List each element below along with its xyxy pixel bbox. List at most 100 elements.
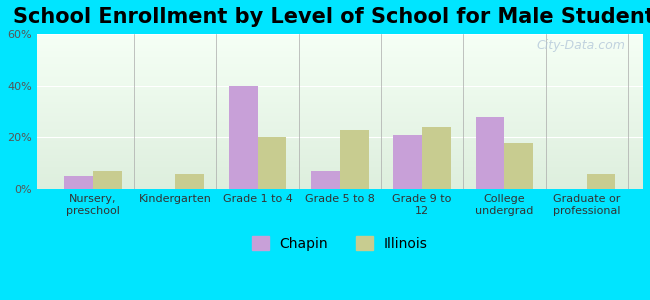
Bar (36, 186, 643, 188)
Bar (36, 133, 643, 135)
Bar (36, 150, 643, 152)
Bar (36, 169, 643, 170)
Bar (36, 74, 643, 76)
Bar (36, 62, 643, 64)
Bar (36, 178, 643, 180)
Bar (36, 39, 643, 40)
Bar (36, 76, 643, 77)
Bar (36, 167, 643, 169)
Bar (36, 53, 643, 54)
Bar (36, 160, 643, 161)
Bar (36, 132, 643, 133)
Bar (422, 127, 451, 189)
Bar (36, 73, 643, 74)
Bar (36, 105, 643, 107)
Bar (36, 34, 643, 36)
Bar (36, 125, 643, 127)
Bar (176, 174, 204, 189)
Bar (36, 119, 643, 121)
Bar (36, 140, 643, 141)
Bar (36, 188, 643, 189)
Bar (36, 161, 643, 163)
Bar (393, 135, 422, 189)
Bar (36, 180, 643, 182)
Bar (36, 42, 643, 43)
Bar (36, 149, 643, 150)
Bar (36, 107, 643, 109)
Bar (36, 121, 643, 122)
Bar (36, 130, 643, 132)
Bar (476, 117, 504, 189)
Bar (36, 129, 643, 130)
Bar (36, 172, 643, 174)
Bar (36, 142, 643, 144)
Bar (36, 155, 643, 157)
Bar (36, 184, 643, 186)
Bar (36, 101, 643, 102)
Bar (36, 141, 643, 142)
Bar (36, 104, 643, 105)
Bar (36, 50, 643, 51)
Bar (36, 127, 643, 129)
Bar (504, 142, 533, 189)
Bar (36, 99, 643, 101)
Bar (36, 175, 643, 177)
Bar (36, 48, 643, 50)
Bar (36, 71, 643, 73)
Bar (36, 115, 643, 116)
Bar (36, 51, 643, 53)
Bar (36, 135, 643, 137)
Text: City-Data.com: City-Data.com (536, 39, 625, 52)
Bar (229, 86, 257, 189)
Bar (36, 110, 643, 112)
Bar (36, 113, 643, 115)
Bar (36, 90, 643, 92)
Bar (36, 163, 643, 164)
Bar (36, 109, 643, 110)
Bar (36, 118, 643, 119)
Bar (36, 64, 643, 65)
Bar (36, 138, 643, 140)
Bar (36, 59, 643, 60)
Bar (36, 77, 643, 79)
Bar (36, 79, 643, 81)
Bar (36, 122, 643, 124)
Bar (36, 170, 643, 172)
Bar (36, 182, 643, 183)
Bar (36, 44, 643, 45)
Bar (36, 96, 643, 98)
Bar (36, 166, 643, 167)
Bar (36, 183, 643, 184)
Bar (36, 157, 643, 158)
Bar (36, 88, 643, 90)
Bar (36, 92, 643, 93)
Bar (36, 87, 643, 88)
Bar (36, 46, 643, 48)
Bar (36, 102, 643, 104)
Bar (36, 36, 643, 37)
Legend: Chapin, Illinois: Chapin, Illinois (246, 231, 434, 256)
Bar (36, 177, 643, 178)
Bar (587, 174, 616, 189)
Bar (36, 70, 643, 71)
Bar (36, 57, 643, 59)
Bar (36, 54, 643, 56)
Bar (36, 174, 643, 175)
Bar (36, 147, 643, 149)
Bar (36, 144, 643, 146)
Bar (93, 171, 122, 189)
Bar (36, 152, 643, 154)
Bar (36, 65, 643, 67)
Bar (36, 136, 643, 138)
Bar (36, 85, 643, 87)
Title: School Enrollment by Level of School for Male Students: School Enrollment by Level of School for… (13, 7, 650, 27)
Bar (36, 94, 643, 96)
Bar (36, 84, 643, 85)
Bar (36, 60, 643, 62)
Bar (36, 45, 643, 46)
Bar (36, 68, 643, 70)
Bar (36, 124, 643, 125)
Bar (36, 146, 643, 147)
Bar (36, 82, 643, 84)
Bar (36, 56, 643, 57)
